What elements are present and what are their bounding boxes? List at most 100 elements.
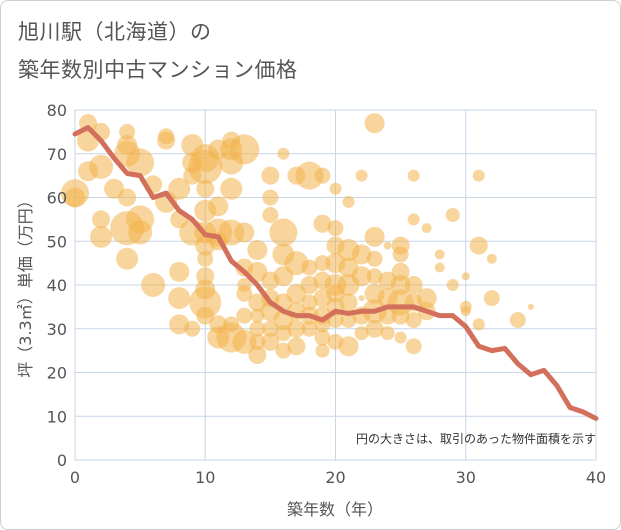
bubble-point [421, 223, 432, 234]
bubble-point [197, 250, 214, 267]
bubble-point [416, 288, 437, 309]
bubble-point [364, 113, 385, 134]
bubble-point [208, 196, 229, 217]
bubble-layer [61, 113, 534, 364]
bubble-point [509, 312, 526, 328]
bubble-point [340, 312, 357, 328]
bubble-point [196, 179, 215, 198]
x-tick-label: 30 [456, 468, 476, 487]
bubble-point [351, 244, 372, 265]
bubble-point [364, 226, 385, 247]
bubble-point [351, 266, 372, 287]
y-tick-label: 20 [47, 364, 67, 383]
y-tick-label: 60 [47, 189, 67, 208]
bubble-point [314, 167, 331, 184]
bubble-point [483, 290, 500, 307]
bubble-point [315, 343, 330, 358]
bubble-point [89, 154, 114, 179]
x-tick-label: 20 [325, 468, 345, 487]
bubble-point [269, 218, 298, 247]
tick-labels: 0 10 20 30 40 50 60 70 80 0 10 20 30 40 [47, 101, 607, 487]
bubble-point [116, 247, 139, 270]
bubble-point [189, 286, 222, 319]
bubble-point [358, 295, 365, 302]
bubble-point [126, 148, 155, 177]
bubble-point [249, 320, 266, 337]
bubble-point [261, 166, 280, 185]
bubble-point [168, 287, 191, 310]
bubble-point [390, 275, 411, 295]
bubble-point [342, 195, 355, 208]
bubble-point [236, 307, 253, 324]
bubble-point [469, 236, 488, 255]
bubble-point [287, 319, 306, 338]
y-axis-label: 坪（3.3㎡）単価（万円） [16, 192, 35, 377]
bubble-point [236, 285, 253, 302]
bubble-point [338, 336, 359, 357]
bubble-point [128, 220, 153, 245]
bubble-point [65, 187, 85, 208]
bubble-point [301, 294, 318, 311]
bubble-point [391, 306, 410, 325]
y-tick-label: 70 [47, 145, 67, 164]
x-tick-label: 10 [195, 468, 215, 487]
bubble-point [434, 249, 445, 260]
bubble-point [365, 319, 384, 338]
bubble-point [261, 332, 280, 351]
bubble-point [168, 177, 191, 200]
bubble-point [314, 329, 331, 346]
bubble-point [407, 169, 420, 182]
bubble-point [234, 222, 255, 243]
bubble-point [405, 312, 422, 328]
y-tick-label: 80 [47, 101, 67, 120]
trend-line [72, 125, 599, 421]
bubble-point [527, 303, 534, 310]
bubble-point [486, 253, 497, 264]
bubble-point [249, 333, 266, 350]
bubble-point [196, 306, 215, 325]
bubble-point [275, 325, 292, 342]
y-tick-label: 30 [47, 320, 67, 339]
bubble-point [460, 306, 471, 317]
bubble-point [392, 246, 409, 263]
bubble-point [90, 225, 113, 248]
bubble-point [405, 338, 422, 355]
bubble-point [188, 149, 223, 184]
x-tick-label: 0 [70, 468, 80, 487]
bubble-point [169, 314, 190, 335]
bubble-point [329, 182, 342, 195]
bubble-point [118, 188, 137, 207]
bubble-point [313, 214, 332, 233]
bubble-point [366, 250, 383, 267]
bubble-point [380, 326, 395, 341]
bubble-point [262, 320, 279, 337]
x-axis-label: 築年数（年） [287, 500, 383, 519]
bubble-point [383, 241, 392, 250]
bubble-point [295, 161, 324, 190]
bubble-point [446, 279, 459, 291]
bubble-point [157, 131, 176, 150]
bubble-point [92, 210, 111, 229]
bubble-point [407, 213, 420, 226]
bubble-point [472, 318, 485, 331]
bubble-point [141, 273, 166, 297]
bubble-point [232, 329, 257, 354]
bubble-point [301, 320, 318, 337]
x-tick-label: 40 [586, 468, 606, 487]
bubble-point [355, 169, 368, 182]
bubble-point [394, 331, 407, 344]
bubble-point [339, 293, 358, 312]
bubble-point [277, 147, 290, 160]
trend-layer [72, 125, 599, 421]
bubble-point [301, 259, 318, 276]
bubble-point [220, 177, 243, 200]
bubble-point [247, 240, 268, 260]
bubble-point [327, 220, 344, 237]
bubble-point [366, 268, 383, 285]
y-tick-label: 50 [47, 232, 67, 251]
bubble-point [184, 320, 201, 337]
bubble-point [472, 169, 485, 182]
bubble-point [229, 134, 260, 165]
bubble-point [354, 326, 369, 341]
